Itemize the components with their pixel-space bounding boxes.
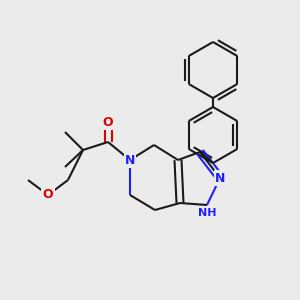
Text: N: N (125, 154, 135, 166)
Text: O: O (43, 188, 53, 202)
Text: NH: NH (198, 208, 216, 218)
Text: N: N (215, 172, 225, 184)
Text: O: O (103, 116, 113, 128)
